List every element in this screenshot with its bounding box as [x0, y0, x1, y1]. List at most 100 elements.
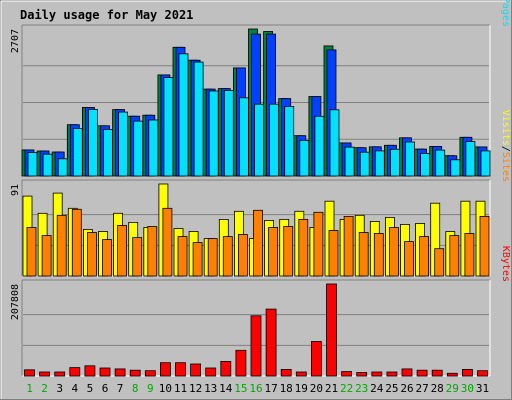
bar-kbytes-day-21 — [326, 283, 337, 377]
bar-sites-day-19 — [298, 218, 309, 277]
bar-kbytes-day-24 — [371, 371, 383, 377]
bar-sites-day-31 — [479, 215, 490, 277]
bar-kbytes-day-27 — [416, 369, 428, 377]
bar-kbytes-day-20 — [310, 341, 322, 377]
bar-kbytes-day-5 — [84, 365, 96, 377]
bar-pages-day-15 — [238, 97, 249, 177]
bar-pages-day-31 — [480, 150, 491, 177]
day-label-9: 9 — [147, 382, 154, 395]
day-label-28: 28 — [431, 382, 444, 395]
bar-sites-day-24 — [373, 233, 384, 277]
bar-kbytes-day-7 — [114, 368, 126, 377]
panel-top-legend: Hits/Files/Pages — [500, 0, 511, 27]
day-label-13: 13 — [204, 382, 217, 395]
legend-entry: / — [500, 146, 511, 152]
bar-pages-day-22 — [344, 146, 355, 177]
bar-sites-day-3 — [56, 214, 67, 277]
chart-title: Daily usage for May 2021 — [20, 8, 193, 22]
bar-pages-day-21 — [329, 109, 340, 177]
bar-kbytes-day-11 — [175, 362, 186, 377]
day-label-27: 27 — [415, 382, 428, 395]
bar-sites-day-5 — [87, 232, 97, 277]
day-label-12: 12 — [189, 382, 202, 395]
panel-middle: 91 Visits/Sites — [10, 110, 511, 277]
bar-pages-day-9 — [148, 119, 159, 177]
day-label-4: 4 — [71, 382, 78, 395]
panel-top-max-label: 2707 — [10, 29, 21, 53]
bar-pages-day-29 — [450, 159, 461, 177]
day-label-16: 16 — [249, 382, 262, 395]
bar-pages-day-6 — [103, 129, 113, 177]
bar-pages-day-28 — [435, 149, 446, 177]
bar-sites-day-28 — [434, 248, 445, 277]
bar-pages-day-13 — [208, 90, 219, 177]
day-label-10: 10 — [159, 382, 172, 395]
legend-entry: Visits — [500, 110, 511, 146]
bar-pages-day-30 — [465, 141, 476, 177]
bar-sites-day-4 — [71, 208, 82, 277]
bar-pages-day-10 — [163, 77, 174, 177]
bar-pages-day-7 — [118, 111, 128, 177]
bar-kbytes-day-9 — [144, 370, 156, 377]
bar-kbytes-day-26 — [401, 368, 413, 377]
bar-pages-day-17 — [269, 103, 280, 177]
bar-sites-day-29 — [449, 235, 460, 277]
bar-sites-day-18 — [283, 226, 294, 277]
day-label-1: 1 — [26, 382, 33, 395]
day-label-30: 30 — [461, 382, 474, 395]
bar-kbytes-day-12 — [190, 363, 202, 377]
bar-kbytes-day-4 — [69, 367, 81, 377]
bar-sites-day-2 — [41, 235, 52, 277]
bar-pages-day-8 — [133, 120, 144, 177]
legend-entry: Pages — [500, 0, 511, 27]
bar-pages-day-19 — [299, 139, 310, 177]
bar-kbytes-day-14 — [220, 360, 232, 377]
bar-pages-day-23 — [359, 151, 370, 177]
bar-kbytes-day-17 — [265, 308, 277, 377]
bar-pages-day-14 — [223, 90, 234, 177]
day-label-21: 21 — [325, 382, 338, 395]
day-label-14: 14 — [219, 382, 233, 395]
bar-pages-day-26 — [405, 141, 415, 177]
bar-kbytes-day-1 — [24, 369, 35, 377]
bar-kbytes-day-6 — [99, 367, 111, 377]
panel-middle-legend: Visits/Sites — [500, 110, 511, 182]
panel-top: 2707 Hits/Files/Pages — [10, 0, 511, 177]
bar-sites-day-26 — [404, 241, 414, 277]
bar-pages-day-11 — [178, 53, 189, 177]
day-label-3: 3 — [56, 382, 63, 395]
bar-pages-day-24 — [374, 150, 385, 177]
legend-entry: KBytes — [500, 246, 511, 282]
bar-sites-day-6 — [102, 239, 112, 277]
bar-sites-day-20 — [313, 211, 324, 277]
day-label-11: 11 — [174, 382, 187, 395]
day-labels: 1 2 3 4 5 6 7 8 9 10 11 12 13 14 15 16 17 18 19 20 21 22 23 24 2… — [26, 382, 489, 395]
legend-entry: Sites — [500, 152, 511, 182]
day-label-8: 8 — [132, 382, 139, 395]
bar-sites-day-12 — [192, 242, 203, 277]
bar-kbytes-day-18 — [280, 368, 292, 377]
bar-pages-day-12 — [193, 61, 204, 177]
bar-pages-day-16 — [254, 103, 264, 177]
day-label-5: 5 — [87, 382, 94, 395]
day-label-24: 24 — [370, 382, 384, 395]
bar-sites-day-10 — [162, 207, 173, 277]
bar-kbytes-day-13 — [205, 367, 217, 377]
day-label-25: 25 — [385, 382, 398, 395]
day-label-26: 26 — [400, 382, 413, 395]
day-label-19: 19 — [295, 382, 308, 395]
bar-sites-day-22 — [343, 215, 354, 277]
bar-sites-day-27 — [419, 236, 430, 277]
bar-kbytes-day-29 — [446, 372, 458, 377]
day-label-20: 20 — [310, 382, 323, 395]
day-label-7: 7 — [117, 382, 124, 395]
bar-kbytes-day-3 — [54, 371, 66, 377]
bar-sites-day-15 — [237, 234, 248, 277]
bar-sites-day-11 — [177, 236, 188, 277]
bar-pages-day-4 — [72, 127, 83, 177]
day-label-22: 22 — [340, 382, 353, 395]
bar-pages-day-3 — [57, 158, 68, 177]
bar-sites-day-23 — [358, 232, 369, 277]
bar-kbytes-day-25 — [386, 371, 398, 377]
